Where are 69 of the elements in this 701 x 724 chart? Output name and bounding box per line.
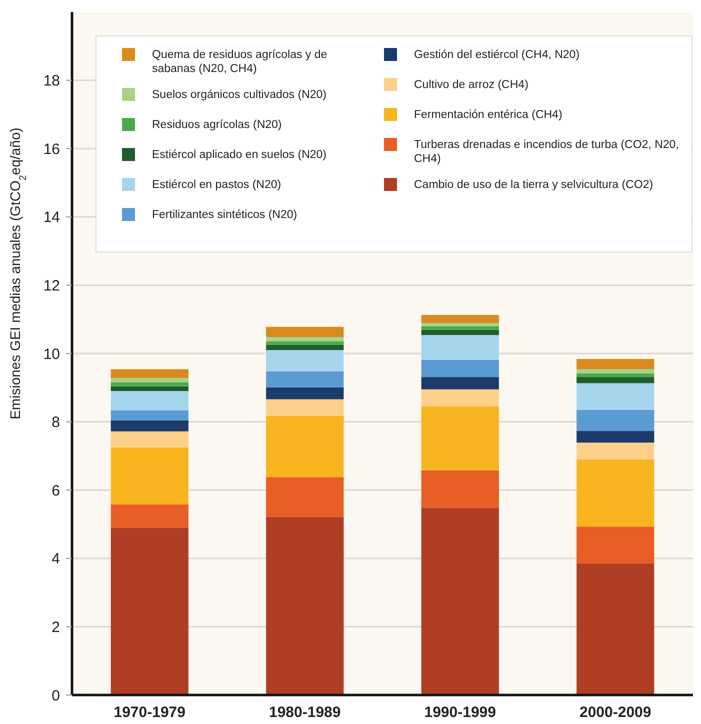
- legend-label: Fertilizantes sintéticos (N20): [152, 209, 298, 221]
- bar: [421, 330, 499, 336]
- bar: [266, 516, 344, 695]
- bar: [421, 335, 499, 360]
- bar: [421, 406, 499, 470]
- bar: [576, 383, 654, 410]
- bar: [110, 504, 188, 528]
- x-tick-label: 1980-1989: [269, 704, 341, 721]
- y-tick-label: 16: [43, 140, 60, 158]
- y-tick-label: 6: [52, 482, 60, 500]
- bar: [421, 389, 499, 406]
- bar: [421, 326, 499, 330]
- bar: [110, 369, 188, 378]
- bar: [576, 459, 654, 527]
- bar: [266, 416, 344, 478]
- bar: [266, 344, 344, 350]
- y-tick-label: 10: [43, 346, 60, 363]
- bar: [576, 442, 654, 460]
- bar: [421, 360, 499, 378]
- bar: [266, 326, 344, 338]
- y-tick-label: 2: [52, 618, 60, 636]
- bar: [110, 420, 188, 432]
- bar: [266, 387, 344, 400]
- bar: [266, 341, 344, 345]
- bar: [110, 528, 188, 695]
- bar: [110, 382, 188, 386]
- bar: [576, 358, 654, 370]
- bar: [576, 373, 654, 378]
- bar: [266, 350, 344, 372]
- bar: [576, 526, 654, 564]
- legend-label: Fermentación entérica (CH4): [414, 109, 562, 121]
- x-tick-label: 2000-2009: [580, 704, 652, 721]
- legend-label: Quema de residuos agrícolas y de sabanas (N20, CH4): [152, 49, 328, 75]
- legend-label: Turberas drenadas e incendios de turba (CO2, N20, CH4): [414, 139, 679, 165]
- x-tick-label: 1970-1979: [114, 704, 186, 721]
- y-tick-label: 14: [43, 209, 60, 226]
- legend-label: Cultivo de arroz (CH4): [414, 79, 529, 91]
- bar: [576, 377, 654, 384]
- bar: [110, 431, 188, 448]
- bar: [110, 378, 188, 382]
- bar: [110, 386, 188, 392]
- y-tick-label: 0: [52, 687, 60, 704]
- legend-label: Gestión del estiércol (CH4, N20): [414, 49, 580, 61]
- legend-label: Residuos agrícolas (N20): [152, 119, 282, 131]
- bar: [576, 369, 654, 374]
- x-tick-label: 1990-1999: [424, 704, 496, 721]
- y-tick-label: 12: [43, 277, 60, 294]
- y-tick-label: 18: [43, 72, 60, 90]
- bar: [421, 377, 499, 390]
- y-tick-label: 4: [52, 550, 60, 568]
- bar: [266, 371, 344, 388]
- bar: [266, 337, 344, 342]
- bar: [576, 410, 654, 432]
- y-tick-label: 8: [52, 414, 60, 432]
- legend-label: Estiércol aplicado en suelos (N20): [152, 149, 327, 161]
- bar: [421, 314, 499, 324]
- bar: [110, 391, 188, 410]
- bar: [421, 323, 499, 326]
- bar: [576, 431, 654, 443]
- bar: [421, 470, 499, 508]
- bar: [110, 447, 188, 504]
- legend-label: Suelos orgánicos cultivados (N20): [152, 89, 327, 101]
- bar: [110, 410, 188, 420]
- bar: [266, 477, 344, 517]
- legend-label: Estiércol en pastos (N20): [152, 179, 282, 191]
- bar: [576, 564, 654, 695]
- bar: [266, 399, 344, 416]
- legend-label: Cambio de uso de la tierra y selvicultura (CO2): [414, 179, 654, 191]
- bar: [421, 508, 499, 695]
